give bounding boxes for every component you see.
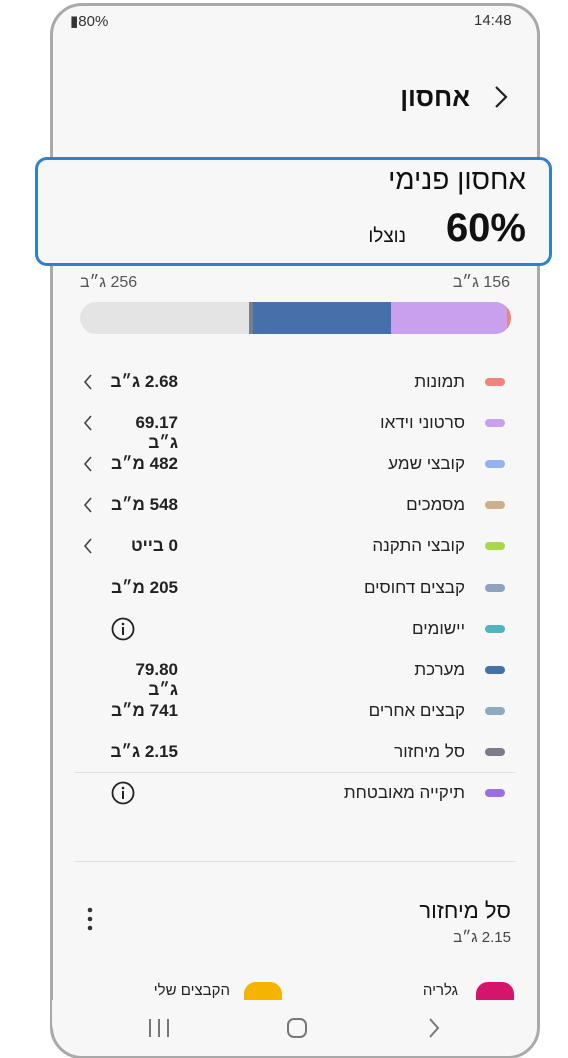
color-pill: [485, 706, 505, 715]
color-pill: [485, 789, 505, 797]
category-name: יישומים: [412, 618, 465, 638]
storage-bar: [80, 302, 511, 334]
storage-title: אחסון פנימי: [388, 164, 526, 195]
nav-buttons[interactable]: [140, 1016, 450, 1040]
category-name: קובצי התקנה: [372, 536, 465, 556]
category-name: מערכת: [414, 659, 465, 679]
category-size: 2.15 ג״ב: [110, 741, 178, 761]
category-name: קבצים אחרים: [368, 700, 465, 720]
storage-row[interactable]: קובצי שמע 482 מ״ב: [0, 444, 568, 484]
category-size: 548 מ״ב: [111, 495, 178, 515]
battery-text: 80%: [78, 13, 109, 30]
storage-row[interactable]: קבצים דחוסים 205 מ״ב: [0, 568, 568, 608]
color-pill: [485, 542, 505, 551]
color-pill: [485, 747, 505, 756]
category-name: תמונות: [414, 372, 465, 391]
category-name: קובצי שמע: [388, 454, 465, 474]
used-label: נוצלו: [368, 226, 406, 247]
storage-row[interactable]: מסמכים 548 מ״ב: [0, 485, 568, 525]
color-pill: [485, 501, 505, 510]
info-icon[interactable]: [111, 617, 135, 641]
storage-percent: 60%: [445, 206, 526, 250]
chevron[interactable]: [82, 455, 94, 473]
used-amount: 156 ג״ב: [452, 274, 510, 291]
back-button[interactable]: [490, 84, 510, 110]
storage-row[interactable]: יישומים: [0, 609, 568, 649]
color-pill: [485, 378, 505, 386]
category-size: 205 מ״ב: [111, 577, 178, 597]
info-icon[interactable]: [111, 781, 135, 805]
chevron[interactable]: [82, 414, 94, 432]
category-name: קבצים דחוסים: [363, 577, 465, 597]
category-size: 0 בייט: [130, 536, 178, 556]
total-amount: 256 ג״ב: [80, 274, 138, 291]
storage-row[interactable]: תיקייה מאובטחת: [0, 773, 568, 813]
category-size: 482 מ״ב: [111, 454, 178, 474]
color-pill: [485, 460, 505, 469]
category-size: 79.80 ג״ב: [135, 659, 178, 699]
battery: ▮80%: [70, 13, 109, 30]
recycle-title[interactable]: סל מיחזור: [419, 898, 511, 923]
storage-row[interactable]: מערכת 79.80 ג״ב: [0, 650, 568, 699]
color-pill: [485, 583, 505, 592]
storage-row[interactable]: תמונות 2.68 ג״ב: [0, 362, 568, 402]
color-pill: [485, 624, 505, 633]
storage-row[interactable]: קובצי התקנה 0 בייט: [0, 526, 568, 566]
color-pill: [485, 419, 505, 428]
app-label[interactable]: הקבצים שלי: [153, 982, 230, 999]
category-size: 69.17 ג״ב: [135, 413, 178, 453]
category-size: 2.68 ג״ב: [110, 372, 178, 391]
category-name: סל מיחזור: [394, 741, 465, 761]
category-size: 741 מ״ב: [111, 700, 178, 720]
chevron[interactable]: [82, 373, 94, 391]
header-title: אחסון: [400, 82, 470, 112]
time: 14:48: [474, 12, 512, 29]
app-label[interactable]: גלריה: [422, 982, 458, 999]
nav-bar: [52, 1000, 536, 1052]
storage-row[interactable]: קבצים אחרים 741 מ״ב: [0, 691, 568, 731]
more-menu[interactable]: [84, 906, 96, 932]
storage-row[interactable]: סל מיחזור 2.15 ג״ב: [0, 732, 568, 772]
recycle-size: 2.15 ג״ב: [453, 929, 511, 946]
color-pill: [485, 665, 505, 674]
chevron[interactable]: [82, 537, 94, 555]
divider: [75, 861, 516, 862]
storage-row[interactable]: סרטוני וידאו 69.17 ג״ב: [0, 403, 568, 452]
category-name: מסמכים: [406, 495, 465, 515]
chevron[interactable]: [82, 496, 94, 514]
category-name: תיקייה מאובטחת: [343, 783, 465, 802]
divider: [75, 772, 516, 773]
highlight-box: [35, 157, 552, 266]
category-name: סרטוני וידאו: [380, 413, 465, 433]
